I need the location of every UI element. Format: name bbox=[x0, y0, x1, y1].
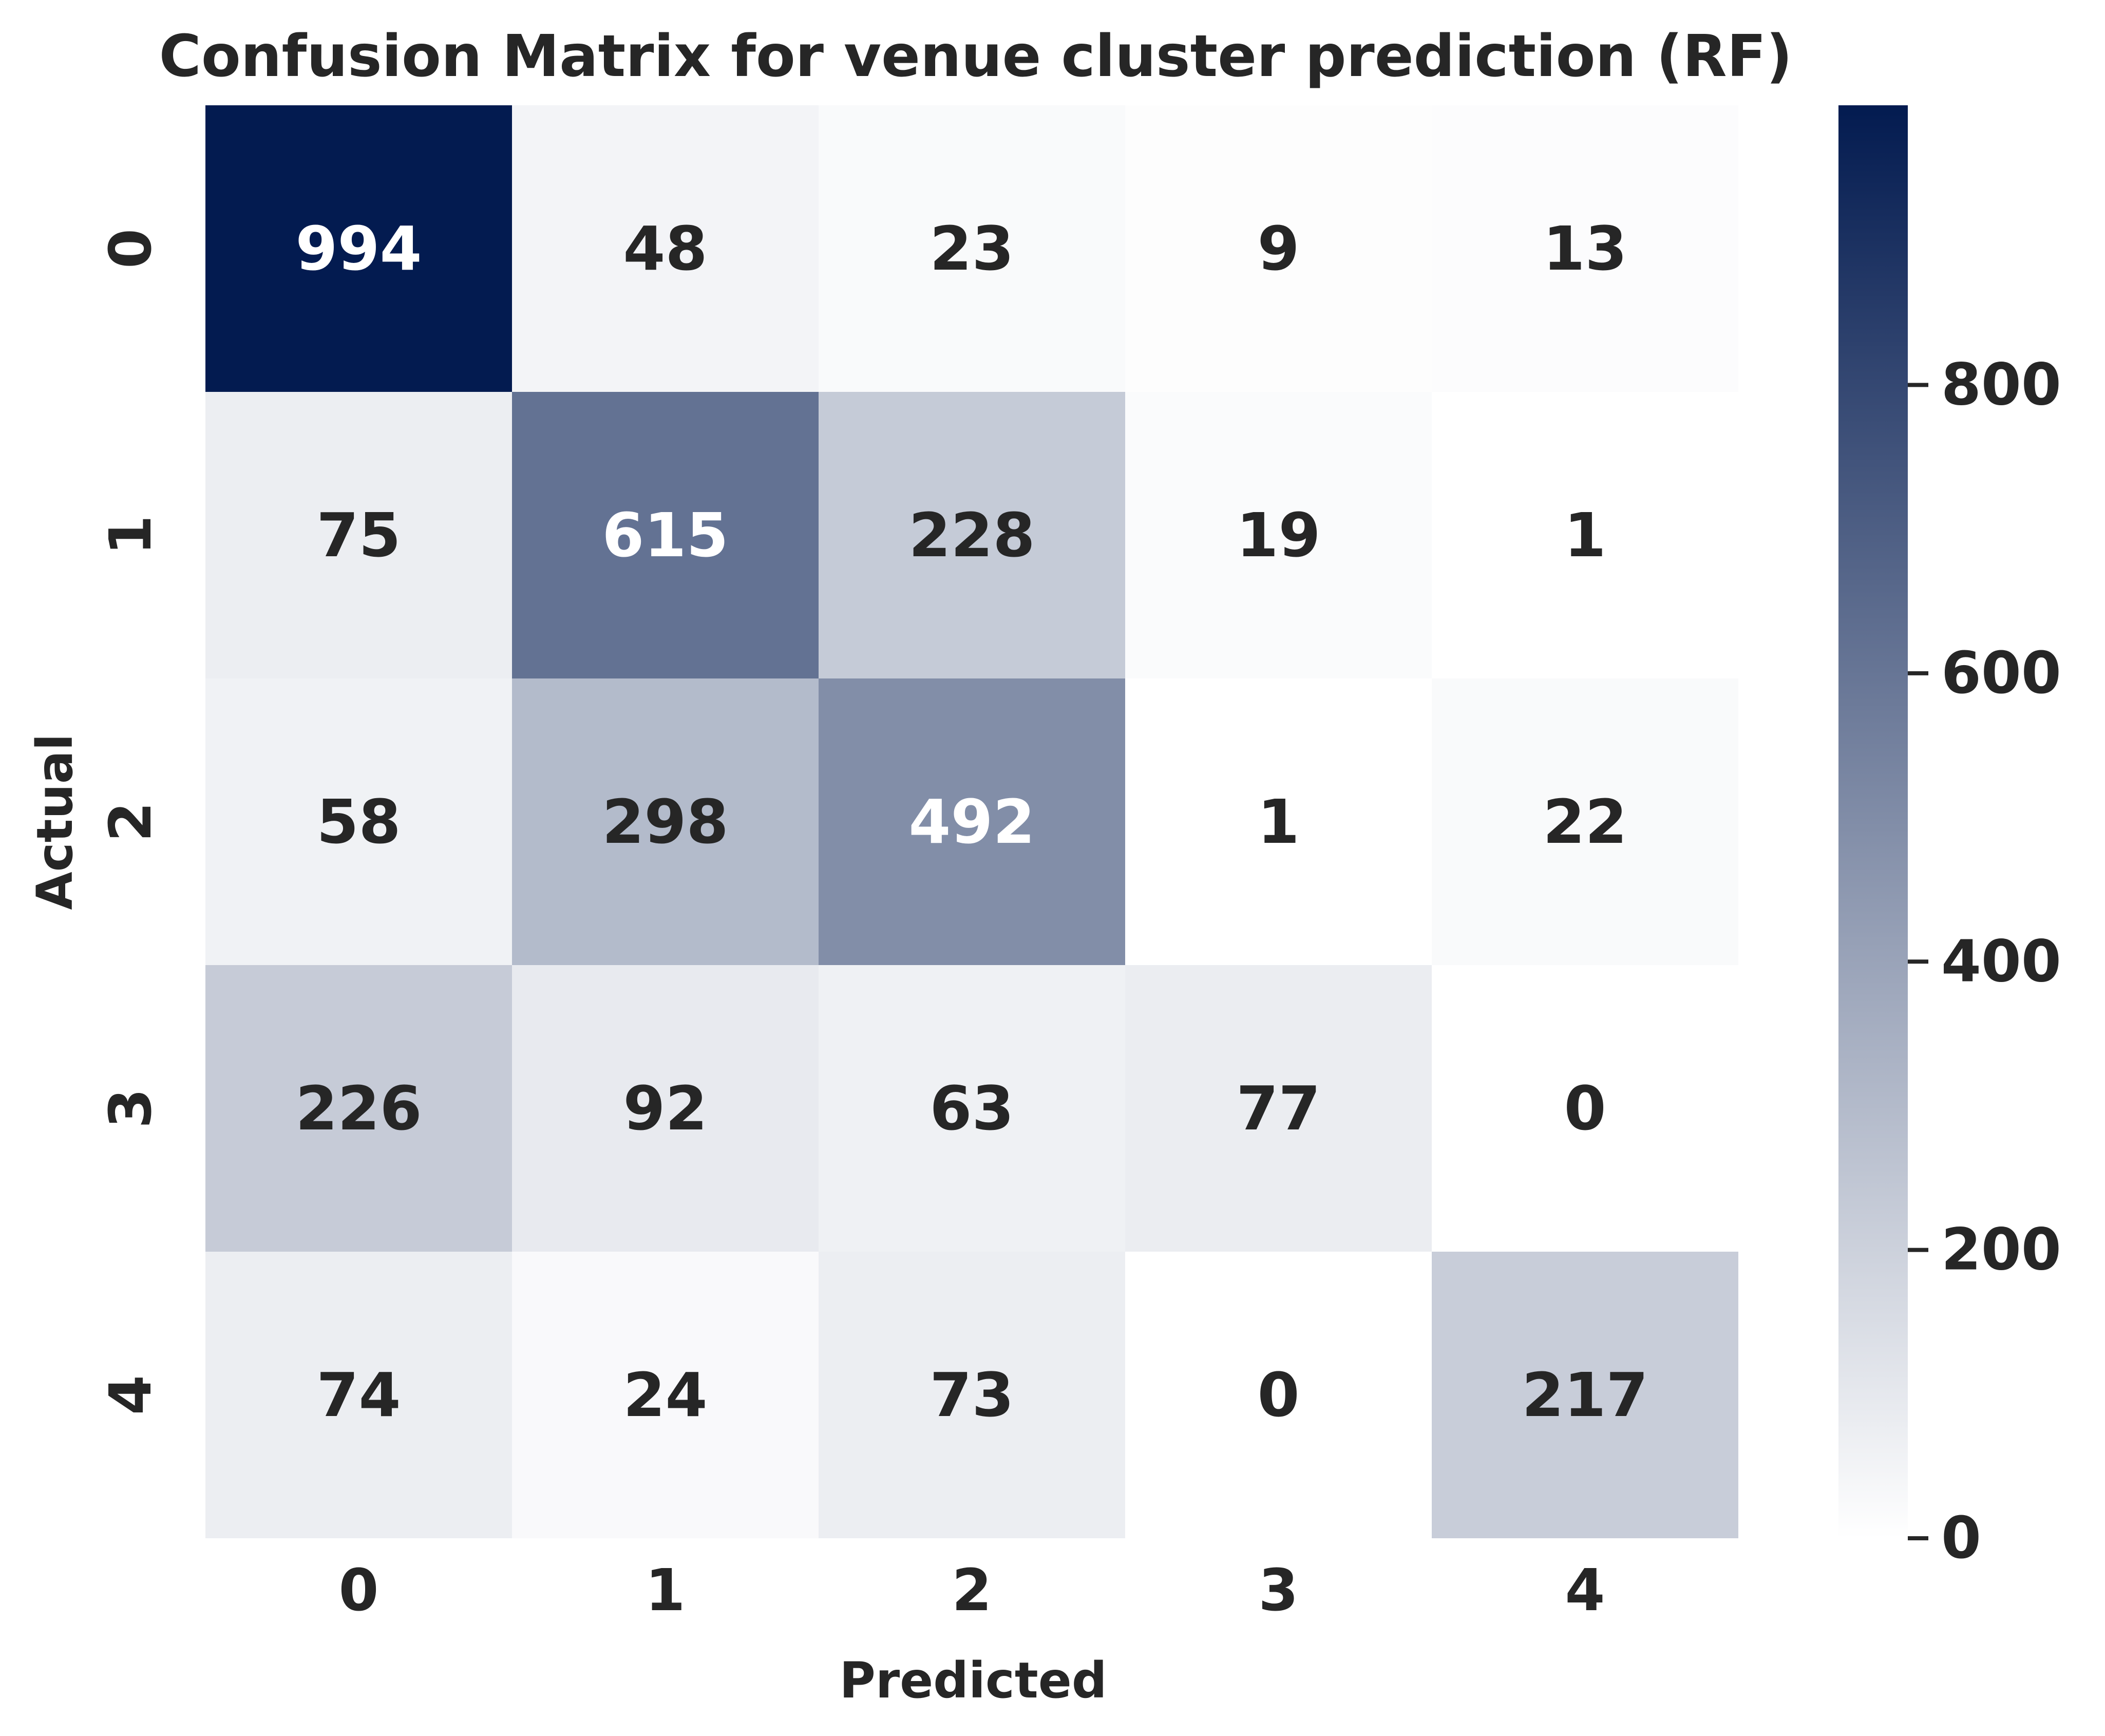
cell-value-r4-c1: 24 bbox=[623, 1360, 707, 1430]
cell-value-r3-c2: 63 bbox=[930, 1073, 1014, 1144]
cell-annotations: 994 48 23 9 13 75 615 228 19 1 58 298 492 1 22 226 92 63 7… bbox=[295, 213, 1648, 1430]
colorbar bbox=[1838, 105, 1908, 1538]
heatmap-cell-r1-c3 bbox=[1125, 392, 1432, 678]
cell-value-r4-c2: 73 bbox=[930, 1360, 1014, 1430]
y-tick-label-3: 3 bbox=[98, 1088, 164, 1128]
heatmap-cell-r1-c1 bbox=[512, 392, 819, 678]
chart-title: Confusion Matrix for venue cluster predi… bbox=[159, 23, 1793, 90]
heatmap-cell-r2-c1 bbox=[512, 678, 819, 965]
cell-value-r2-c0: 58 bbox=[316, 786, 401, 857]
heatmap-cell-r0-c3 bbox=[1125, 105, 1432, 392]
cell-value-r1-c4: 1 bbox=[1564, 500, 1606, 571]
colorbar-ticks: 0 200 400 600 800 bbox=[1908, 352, 2061, 1572]
cell-value-r3-c4: 0 bbox=[1564, 1073, 1606, 1144]
cell-value-r4-c0: 74 bbox=[316, 1360, 401, 1430]
colorbar-tick-label-0: 0 bbox=[1941, 1505, 1981, 1572]
y-tick-label-0: 0 bbox=[98, 229, 164, 269]
cell-value-r0-c4: 13 bbox=[1543, 213, 1627, 284]
x-axis-label: Predicted bbox=[839, 1652, 1107, 1709]
cell-value-r1-c1: 615 bbox=[602, 500, 728, 571]
heatmap-cell-r0-c4 bbox=[1432, 105, 1738, 392]
x-tick-label-3: 3 bbox=[1259, 1557, 1299, 1624]
heatmap-cell-r4-c2 bbox=[819, 1252, 1125, 1538]
colorbar-tick-label-1: 200 bbox=[1941, 1217, 2061, 1284]
heatmap-cell-r4-c3 bbox=[1125, 1252, 1432, 1538]
y-tick-label-1: 1 bbox=[98, 515, 164, 555]
cell-value-r1-c0: 75 bbox=[316, 500, 401, 571]
heatmap-cell-r4-c1 bbox=[512, 1252, 819, 1538]
heatmap-cell-r3-c1 bbox=[512, 965, 819, 1252]
heatmap-cell-r1-c2 bbox=[819, 392, 1125, 678]
heatmap-cells bbox=[205, 105, 1738, 1538]
cell-value-r0-c2: 23 bbox=[930, 213, 1014, 284]
cell-value-r0-c1: 48 bbox=[623, 213, 707, 284]
heatmap-cell-r4-c4 bbox=[1432, 1252, 1738, 1538]
cell-value-r2-c1: 298 bbox=[602, 786, 728, 857]
heatmap-cell-r3-c4 bbox=[1432, 965, 1738, 1252]
cell-value-r3-c0: 226 bbox=[295, 1073, 422, 1144]
heatmap-cell-r2-c3 bbox=[1125, 678, 1432, 965]
cell-value-r0-c0: 994 bbox=[295, 213, 422, 284]
heatmap-cell-r3-c3 bbox=[1125, 965, 1432, 1252]
cell-value-r2-c3: 1 bbox=[1257, 786, 1299, 857]
heatmap-cell-r1-c4 bbox=[1432, 392, 1738, 678]
colorbar-tick-label-4: 800 bbox=[1941, 352, 2061, 419]
cell-value-r0-c3: 9 bbox=[1257, 213, 1299, 284]
colorbar-tick-label-3: 600 bbox=[1941, 640, 2061, 707]
heatmap-cell-r1-c0 bbox=[205, 392, 512, 678]
heatmap-cell-r0-c0 bbox=[205, 105, 512, 392]
cell-value-r1-c2: 228 bbox=[908, 500, 1035, 571]
heatmap-cell-r3-c2 bbox=[819, 965, 1125, 1252]
heatmap-cell-r2-c0 bbox=[205, 678, 512, 965]
x-tick-label-2: 2 bbox=[952, 1557, 992, 1624]
cell-value-r4-c4: 217 bbox=[1522, 1360, 1648, 1430]
cell-value-r1-c3: 19 bbox=[1236, 500, 1320, 571]
heatmap-cell-r4-c0 bbox=[205, 1252, 512, 1538]
y-tick-labels: 0 1 2 3 4 bbox=[98, 229, 164, 1415]
y-tick-label-2: 2 bbox=[98, 802, 164, 842]
x-tick-label-4: 4 bbox=[1565, 1557, 1605, 1624]
heatmap-cell-r3-c0 bbox=[205, 965, 512, 1252]
cell-value-r2-c2: 492 bbox=[908, 786, 1035, 857]
x-tick-label-1: 1 bbox=[646, 1557, 686, 1624]
cell-value-r2-c4: 22 bbox=[1543, 786, 1627, 857]
y-axis-label: Actual bbox=[26, 733, 84, 910]
heatmap-cell-r2-c2 bbox=[819, 678, 1125, 965]
x-tick-labels: 0 1 2 3 4 bbox=[339, 1557, 1605, 1624]
y-tick-label-4: 4 bbox=[98, 1375, 164, 1415]
heatmap-cell-r0-c2 bbox=[819, 105, 1125, 392]
heatmap-cell-r0-c1 bbox=[512, 105, 819, 392]
cell-value-r3-c1: 92 bbox=[623, 1073, 707, 1144]
heatmap-cell-r2-c4 bbox=[1432, 678, 1738, 965]
x-tick-label-0: 0 bbox=[339, 1557, 379, 1624]
colorbar-tick-label-2: 400 bbox=[1941, 928, 2061, 995]
cell-value-r4-c3: 0 bbox=[1257, 1360, 1299, 1430]
cell-value-r3-c3: 77 bbox=[1236, 1073, 1320, 1144]
